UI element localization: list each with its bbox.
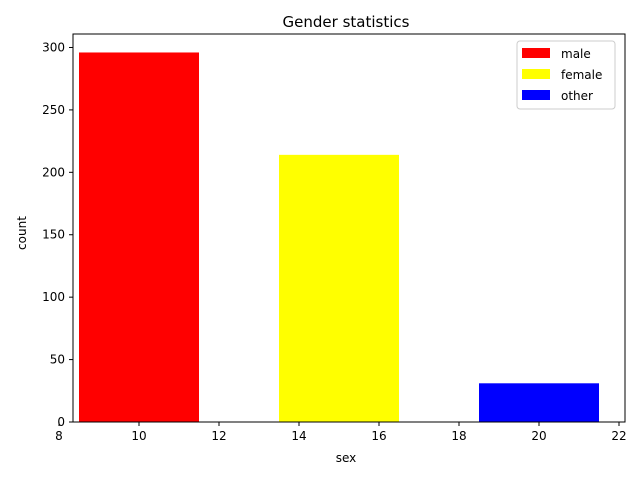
bar-male xyxy=(79,52,199,422)
bars-group xyxy=(79,52,599,422)
x-tick-label: 12 xyxy=(211,429,226,443)
legend-swatch-female xyxy=(522,69,550,79)
legend-label-male: male xyxy=(561,47,591,61)
x-tick-label: 22 xyxy=(611,429,626,443)
x-axis-ticks: 8 10 12 14 16 18 20 22 xyxy=(55,422,627,443)
plot-area-frame xyxy=(72,33,626,423)
x-axis-label: sex xyxy=(336,451,357,465)
x-tick-label: 10 xyxy=(131,429,146,443)
legend-swatch-male xyxy=(522,48,550,58)
y-tick-label: 0 xyxy=(57,415,65,429)
y-axis-label: count xyxy=(15,216,29,250)
y-tick-label: 50 xyxy=(50,353,65,367)
bar-other xyxy=(479,383,599,422)
y-axis-ticks: 0 50 100 150 200 250 300 xyxy=(42,40,73,429)
x-tick-label: 8 xyxy=(55,429,63,443)
x-tick-label: 16 xyxy=(371,429,386,443)
y-tick-label: 100 xyxy=(42,290,65,304)
legend: male female other xyxy=(516,40,616,110)
chart-title: Gender statistics xyxy=(283,13,410,31)
y-tick-label: 200 xyxy=(42,165,65,179)
legend-label-other: other xyxy=(561,89,593,103)
legend-swatch-other xyxy=(522,90,550,100)
x-tick-label: 14 xyxy=(291,429,306,443)
x-tick-label: 18 xyxy=(451,429,466,443)
y-tick-label: 150 xyxy=(42,228,65,242)
y-tick-label: 250 xyxy=(42,103,65,117)
legend-label-female: female xyxy=(561,68,602,82)
bar-female xyxy=(279,154,399,422)
x-tick-label: 20 xyxy=(531,429,546,443)
y-tick-label: 300 xyxy=(42,40,65,54)
